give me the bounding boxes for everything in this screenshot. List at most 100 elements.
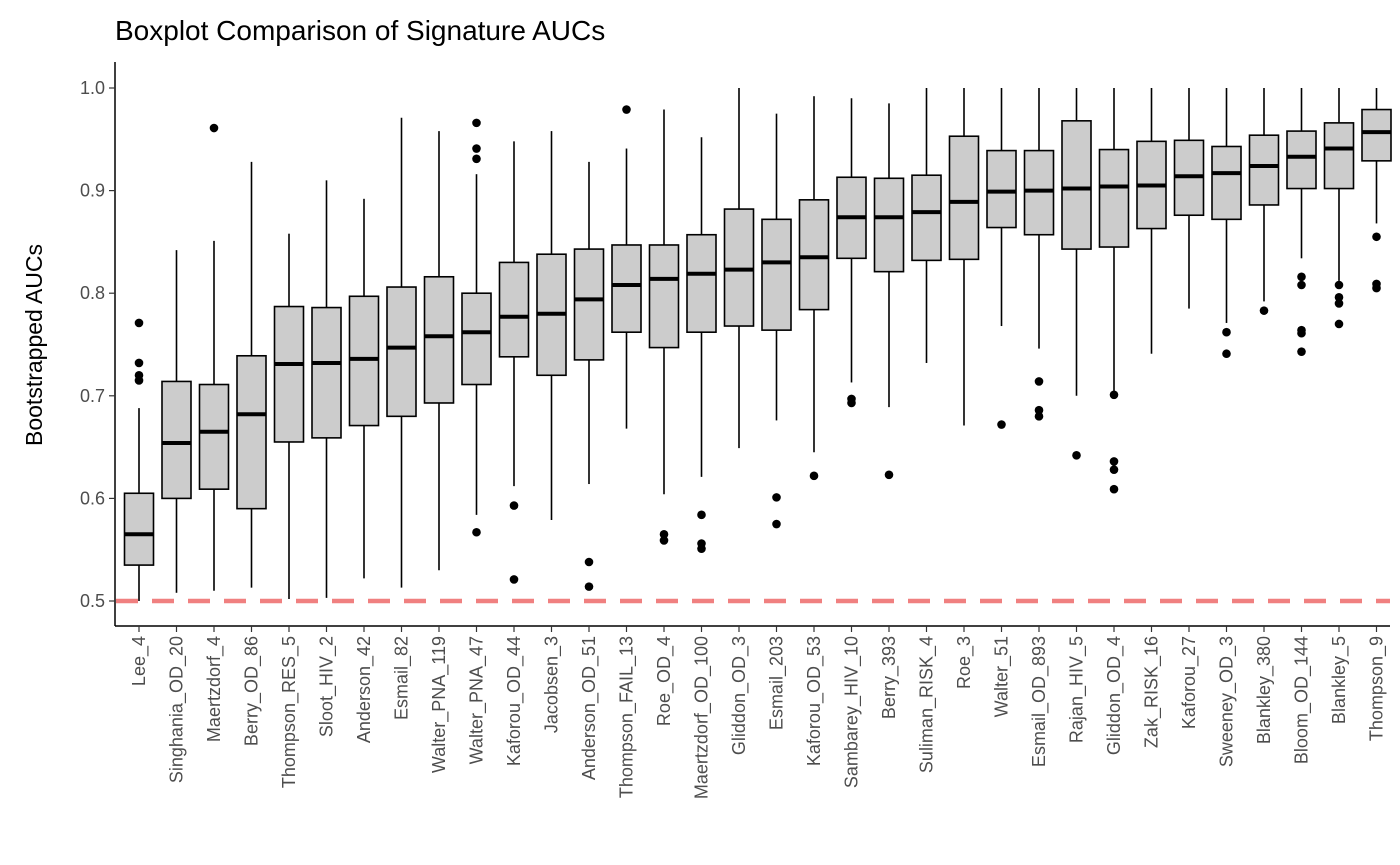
x-tick-label: Bloom_OD_144 [1292,636,1313,764]
x-tick-label: Anderson_42 [354,636,375,743]
outlier-point-gliddon-od-4-2 [1109,457,1119,466]
box-roe-3 [948,135,980,261]
outlier-point-gliddon-od-4-3 [1109,390,1119,400]
x-tick-label: Berry_OD_86 [242,636,263,746]
outlier-point-rajan-hiv-5-0 [1072,451,1081,460]
x-tick-label: Sweeney_OD_3 [1217,636,1238,767]
box-kaforou-od-53 [798,199,830,311]
box-rajan-hiv-5 [1061,120,1092,250]
outlier-point-bloom-od-144-2 [1297,325,1306,335]
outlier-point-kaforou-od-53-0 [809,471,819,481]
x-tick-label: Esmail_OD_893 [1029,636,1050,767]
outlier-point-anderson-od-51-1 [584,557,594,567]
box-esmail-82 [386,286,417,418]
box-walter-pna-119 [423,275,455,404]
outlier-point-walter-51-0 [997,420,1006,429]
box-roe-od-4 [648,244,680,349]
y-tick-label: 0.6 [80,488,105,508]
outlier-point-blankley-5-2 [1334,293,1344,302]
outlier-point-esmail-203-1 [772,493,781,502]
outlier-point-thompson-9-2 [1372,232,1381,242]
chart-title: Boxplot Comparison of Signature AUCs [115,15,605,46]
x-tick-label: Gliddon_OD_4 [1104,636,1125,755]
box-walter-51 [986,149,1017,229]
outlier-point-thompson-9-1 [1372,279,1381,289]
outlier-point-maertzdorf-4-0 [209,123,219,133]
outlier-point-roe-od-4-1 [659,530,669,539]
outlier-point-esmail-od-893-0 [1034,412,1044,421]
x-tick-label: Sloot_HIV_2 [317,636,338,737]
x-tick-label: Esmail_82 [392,636,413,720]
box-anderson-42 [348,295,380,427]
outlier-point-blankley-5-3 [1334,280,1344,290]
x-tick-label: Kaforou_OD_44 [504,636,525,766]
x-tick-label: Walter_PNA_47 [467,636,488,764]
outlier-point-sweeney-od-3-1 [1222,327,1231,337]
box-kaforou-od-44 [498,261,530,358]
y-tick-label: 0.8 [80,283,105,303]
outlier-point-bloom-od-144-4 [1297,272,1306,282]
x-tick-label: Thompson_9 [1367,636,1388,741]
outlier-point-walter-pna-47-3 [472,118,481,128]
box-gliddon-od-3 [723,208,755,327]
box-singhania-od-20 [161,380,192,500]
x-tick-label: Jacobsen_3 [542,636,563,733]
outlier-point-berry-393-0 [884,470,894,480]
x-tick-label: Lee_4 [129,636,150,686]
outlier-point-maertzdorf-od-100-2 [697,510,706,520]
x-tick-label: Walter_PNA_119 [429,636,450,773]
box-esmail-203 [761,218,792,331]
outlier-point-lee-4-3 [134,318,144,328]
outlier-point-lee-4-1 [134,370,144,380]
box-maertzdorf-od-100 [686,233,717,333]
x-tick-label: Roe_3 [954,636,975,689]
outlier-point-thompson-fail-13-0 [622,105,631,114]
outlier-point-esmail-od-893-1 [1034,405,1044,415]
box-thompson-9 [1361,108,1392,162]
box-anderson-od-51 [573,248,605,361]
outlier-point-bloom-od-144-0 [1297,347,1306,356]
outlier-point-blankley-380-0 [1259,306,1269,315]
x-tick-label: Esmail_203 [767,636,788,730]
outlier-point-walter-pna-47-2 [472,144,481,153]
y-tick-label: 1.0 [80,78,105,98]
box-suliman-risk-4 [911,174,942,262]
box-blankley-380 [1248,134,1280,206]
outlier-point-esmail-od-893-2 [1034,377,1044,386]
x-tick-label: Thompson_FAIL_13 [617,636,638,798]
outlier-point-kaforou-od-44-1 [509,501,519,510]
y-tick-label: 0.5 [80,591,105,611]
box-lee-4 [123,492,155,566]
box-berry-393 [873,177,905,273]
outlier-point-esmail-203-0 [772,519,781,529]
box-sloot-hiv-2 [311,306,342,439]
box-thompson-fail-13 [611,244,642,333]
x-tick-label: Maertzdorf_OD_100 [692,636,713,799]
outlier-point-walter-pna-47-1 [472,154,481,164]
x-tick-label: Singhania_OD_20 [167,636,188,783]
x-tick-label: Roe_OD_4 [654,636,675,726]
outlier-point-lee-4-2 [134,358,144,368]
outlier-point-blankley-5-1 [1334,299,1344,308]
box-gliddon-od-4 [1098,148,1130,248]
box-esmail-od-893 [1023,149,1055,236]
outlier-point-blankley-5-0 [1334,319,1344,329]
x-tick-label: Thompson_RES_5 [279,636,300,788]
outlier-point-sweeney-od-3-0 [1222,349,1231,359]
x-tick-label: Kaforou_OD_53 [804,636,825,766]
x-tick-label: Rajan_HIV_5 [1067,636,1088,743]
box-blankley-5 [1323,122,1355,190]
x-tick-label: Blankley_5 [1329,636,1350,724]
x-tick-label: Anderson_OD_51 [579,636,600,780]
x-tick-label: Walter_51 [992,636,1013,717]
outlier-point-sambarey-hiv-10-1 [847,394,856,404]
box-maertzdorf-4 [198,383,230,490]
outlier-point-kaforou-od-44-0 [509,575,519,584]
y-tick-label: 0.7 [80,386,105,406]
outlier-point-bloom-od-144-3 [1297,280,1306,290]
y-tick-label: 0.9 [80,181,105,201]
x-tick-label: Gliddon_OD_3 [729,636,750,755]
outlier-point-gliddon-od-4-0 [1109,484,1119,494]
